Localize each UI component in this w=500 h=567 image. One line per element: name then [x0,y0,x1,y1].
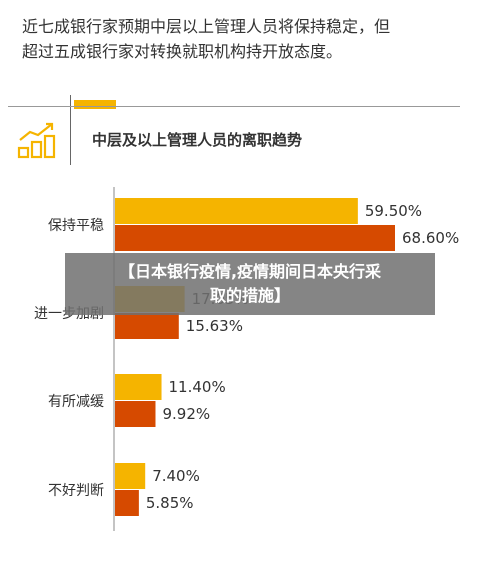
data-label: 5.85% [146,494,194,512]
overlay-banner: 【日本银行疫情,疫情期间日本央行采 取的措施】 [65,253,435,315]
intro-text: 近七成银行家预期中层以上管理人员将保持稳定，但 超过五成银行家对转换就职机构持开… [22,14,482,64]
bar-chart-growth-icon [17,122,56,159]
data-label: 59.50% [365,202,422,220]
decorative-accent-bar [74,100,116,109]
decorative-divider [8,106,460,107]
category-label: 不好判断 [48,483,104,499]
bar [115,490,139,516]
bar [115,463,146,489]
bar-chart: 保持平稳59.50%68.60%进一步加剧17.05%15.63%有所减缓11.… [34,187,459,531]
chart-title: 中层及以上管理人员的离职趋势 [92,131,303,149]
bar [115,401,156,427]
bar [115,374,162,400]
banner-line-1: 【日本银行疫情,疫情期间日本央行采 [118,262,382,281]
decorative-vertical-line [70,95,71,165]
bar [115,313,179,339]
data-label: 68.60% [402,229,459,247]
data-label: 7.40% [152,467,200,485]
data-label: 15.63% [186,317,243,335]
category-label: 保持平稳 [48,218,104,234]
data-label: 9.92% [162,405,210,423]
banner-line-2: 取的措施】 [209,286,290,305]
bar [115,198,358,224]
data-label: 11.40% [169,378,226,396]
intro-line-1: 近七成银行家预期中层以上管理人员将保持稳定，但 [22,17,391,36]
bar [115,225,395,251]
category-label: 有所减缓 [48,394,104,410]
intro-line-2: 超过五成银行家对转换就职机构持开放态度。 [22,42,343,61]
